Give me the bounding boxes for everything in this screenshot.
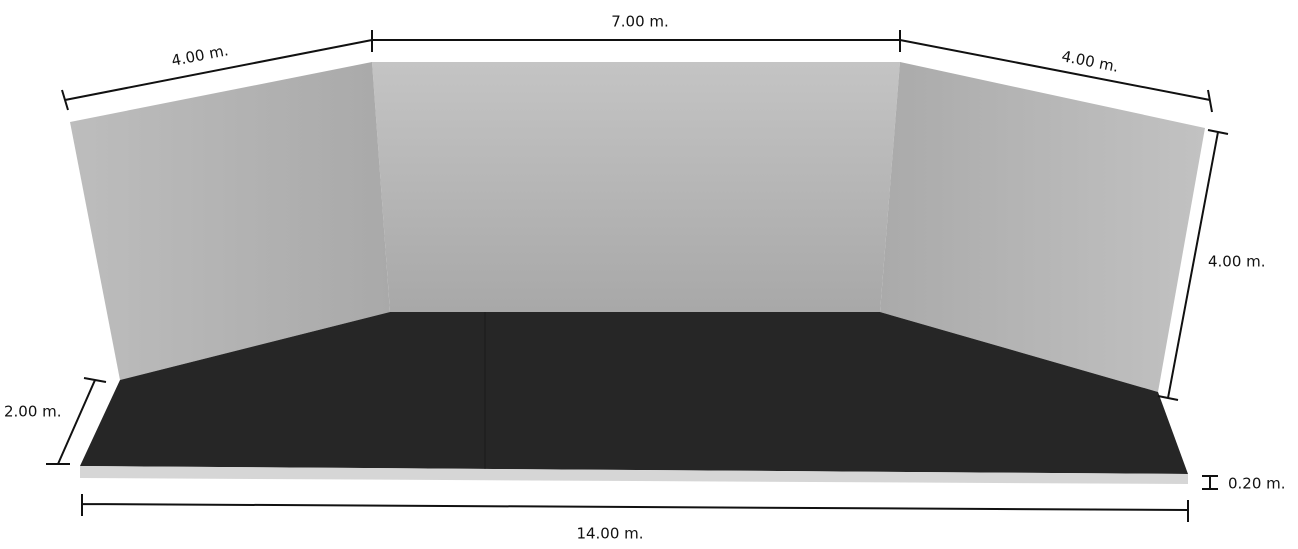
dimension-lines xyxy=(46,30,1229,522)
dim-back-wall xyxy=(372,30,901,52)
dim-stage-width xyxy=(81,494,1189,522)
dim-right-wall xyxy=(899,39,1213,113)
left-wall xyxy=(70,62,390,380)
stage-floor xyxy=(80,312,1188,474)
dim-label: 2.00 m. xyxy=(4,403,62,421)
dim-label: 4.00 m. xyxy=(170,41,230,70)
back-wall xyxy=(372,62,900,312)
dim-label: 14.00 m. xyxy=(576,525,643,543)
dim-stage-depth xyxy=(46,377,107,465)
dim-label: 7.00 m. xyxy=(611,13,669,31)
right-wall xyxy=(880,62,1205,392)
dim-stage-height xyxy=(1202,475,1218,490)
dim-label: 4.00 m. xyxy=(1208,253,1266,271)
dim-wall-height xyxy=(1157,129,1229,401)
dim-label: 0.20 m. xyxy=(1228,475,1286,493)
stage-edge xyxy=(80,466,1188,484)
dim-label: 4.00 m. xyxy=(1060,47,1120,76)
